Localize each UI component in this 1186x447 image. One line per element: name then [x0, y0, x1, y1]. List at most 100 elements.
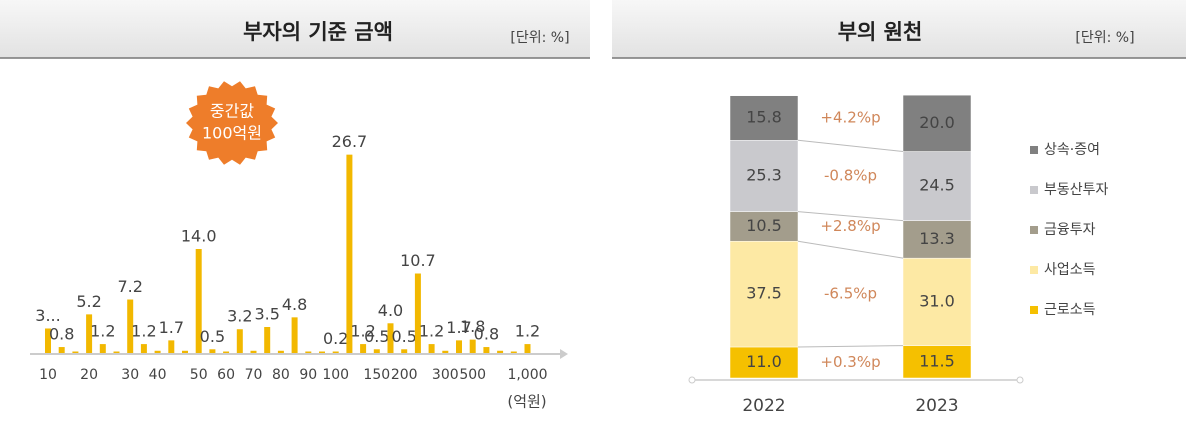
legend-swatch — [1030, 186, 1038, 194]
value-label: 3.5 — [254, 305, 279, 324]
value-label: 25.3 — [746, 165, 782, 184]
value-label: 0.5 — [391, 327, 416, 346]
x-tick-label: 60 — [217, 367, 235, 383]
value-label: 24.5 — [919, 176, 955, 195]
x-tick-label: 300 — [432, 367, 459, 383]
value-label: 31.0 — [919, 291, 955, 310]
value-label: 0.5 — [200, 327, 225, 346]
x-tick-label: 20 — [80, 367, 98, 383]
x-tick-label: 80 — [272, 367, 290, 383]
value-label: 4.8 — [282, 295, 307, 314]
bar — [45, 328, 51, 353]
bar-segment — [902, 220, 972, 259]
bar — [442, 350, 449, 353]
x-tick-label: 10 — [39, 367, 57, 383]
bar — [99, 344, 106, 353]
bar — [401, 349, 408, 353]
bar — [264, 327, 271, 353]
bar-segment — [902, 151, 972, 221]
bar — [428, 344, 435, 353]
bar — [72, 351, 79, 353]
bar — [360, 344, 367, 353]
bar — [524, 344, 531, 353]
connector — [797, 139, 904, 153]
bar — [305, 351, 312, 353]
legend-swatch — [1030, 226, 1038, 234]
value-label: 1.2 — [419, 322, 444, 341]
bar — [373, 349, 380, 353]
change-label: -0.8%p — [824, 166, 877, 184]
badge-text: 100억원 — [202, 124, 262, 143]
x-tick-label: 30 — [121, 367, 139, 383]
value-label: 0.5 — [364, 327, 389, 346]
legend-label: 부동산투자 — [1044, 182, 1109, 198]
bar-segment — [729, 140, 799, 212]
change-label: +4.2%p — [820, 108, 880, 126]
value-label: 10.5 — [746, 216, 782, 235]
value-label: 1.7 — [159, 318, 184, 337]
badge-shape — [186, 81, 278, 165]
bar-segment — [729, 95, 799, 141]
bar — [58, 347, 65, 353]
change-label: +2.8%p — [820, 217, 880, 235]
bar-segment — [902, 94, 972, 152]
bar — [223, 351, 230, 353]
legend-swatch — [1030, 146, 1038, 154]
bar — [510, 351, 517, 353]
legend-swatch — [1030, 266, 1038, 274]
value-label: 0.2 — [323, 329, 348, 348]
legend-label: 사업소득 — [1044, 262, 1096, 278]
value-label: 0.8 — [49, 325, 74, 344]
value-label: 13.3 — [919, 229, 955, 248]
header-right — [612, 0, 1186, 58]
bar — [469, 339, 476, 353]
bar — [414, 273, 421, 353]
bar — [291, 317, 298, 353]
bar — [86, 314, 93, 353]
bar — [483, 347, 490, 353]
badge: 중간값 100억원 — [186, 81, 278, 165]
connector — [797, 211, 904, 222]
legend-label: 근로소득 — [1044, 302, 1096, 318]
bar — [182, 350, 188, 353]
chart-title: 부의 원천 — [838, 20, 923, 44]
chart-title: 부자의 기준 금액 — [243, 20, 393, 44]
value-label: 1.2 — [350, 322, 375, 341]
value-label: 37.5 — [746, 284, 782, 303]
bar — [113, 351, 120, 353]
value-label: 1.7 — [446, 318, 471, 337]
legend-label: 상속·증여 — [1044, 142, 1100, 158]
axis-end — [688, 376, 696, 384]
value-label: 20.0 — [919, 113, 955, 132]
bar — [168, 340, 175, 353]
value-label: 1.2 — [515, 322, 540, 341]
value-label: 26.7 — [332, 132, 368, 151]
bar — [236, 329, 243, 353]
bar — [209, 349, 216, 353]
value-label: 5.2 — [76, 292, 101, 311]
bar-segment — [729, 211, 799, 242]
bar — [195, 249, 202, 353]
bar-segment — [729, 346, 799, 379]
unit: [단위: %] — [1075, 30, 1134, 46]
axis-arrow — [560, 349, 568, 359]
value-label: 14.0 — [181, 227, 217, 246]
x-tick-label: 2023 — [915, 396, 958, 416]
legend-label: 금융투자 — [1044, 222, 1096, 238]
value-label: 7.2 — [117, 277, 142, 296]
badge-text: 중간값 — [210, 102, 254, 121]
value-label: 3.2 — [227, 307, 252, 326]
bar — [140, 344, 147, 353]
bar — [387, 323, 394, 353]
bar — [332, 351, 339, 353]
value-label: 11.0 — [746, 352, 782, 371]
change-label: +0.3%p — [820, 353, 880, 371]
value-label: 0.8 — [474, 325, 499, 344]
bar — [497, 350, 504, 353]
bar-segment — [729, 240, 799, 348]
value-label: 15.8 — [746, 107, 782, 126]
x-tick-label: 1,000 — [507, 367, 547, 383]
x-tick-label: 500 — [459, 367, 486, 383]
x-tick-label: 150 — [363, 367, 390, 383]
